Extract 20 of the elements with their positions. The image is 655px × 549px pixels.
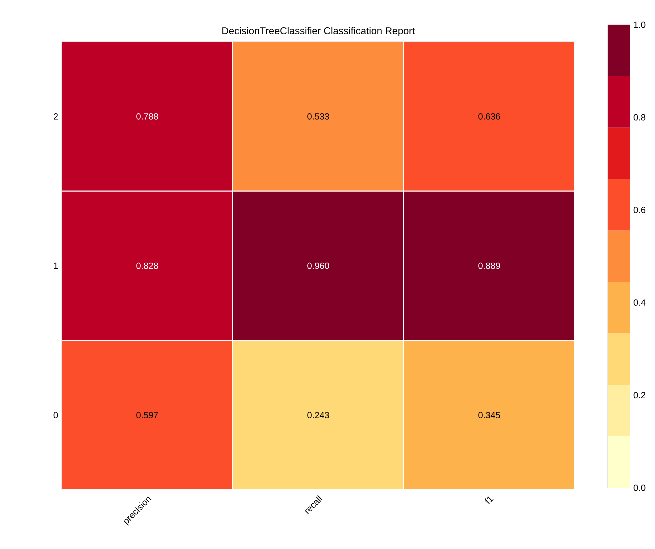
y-tick-label: 1 — [54, 262, 58, 270]
data-label: 0.533 — [308, 113, 330, 120]
chart-title: DecisionTreeClassifier Classification Report — [222, 27, 416, 36]
data-label: 0.243 — [308, 412, 330, 419]
data-label: 0.788 — [136, 113, 158, 120]
color-bar-label: 0.8 — [634, 114, 646, 121]
color-bar-label: 0.0 — [634, 484, 646, 492]
y-tick-label: 2 — [54, 114, 58, 120]
data-label: 0.828 — [136, 262, 158, 270]
data-label: 0.889 — [478, 262, 500, 270]
color-bar-label: 0.2 — [634, 392, 646, 399]
data-label: 0.636 — [478, 113, 500, 120]
data-label: 0.960 — [308, 262, 330, 270]
y-tick-label: 0 — [54, 412, 58, 419]
color-bar-label: 0.6 — [634, 207, 646, 214]
data-label: 0.597 — [136, 412, 158, 419]
color-bar-label: 0.4 — [634, 300, 646, 306]
data-label: 0.345 — [478, 412, 500, 419]
color-bar-label: 1.0 — [634, 22, 646, 28]
x-tick-label: f1 — [485, 496, 494, 504]
